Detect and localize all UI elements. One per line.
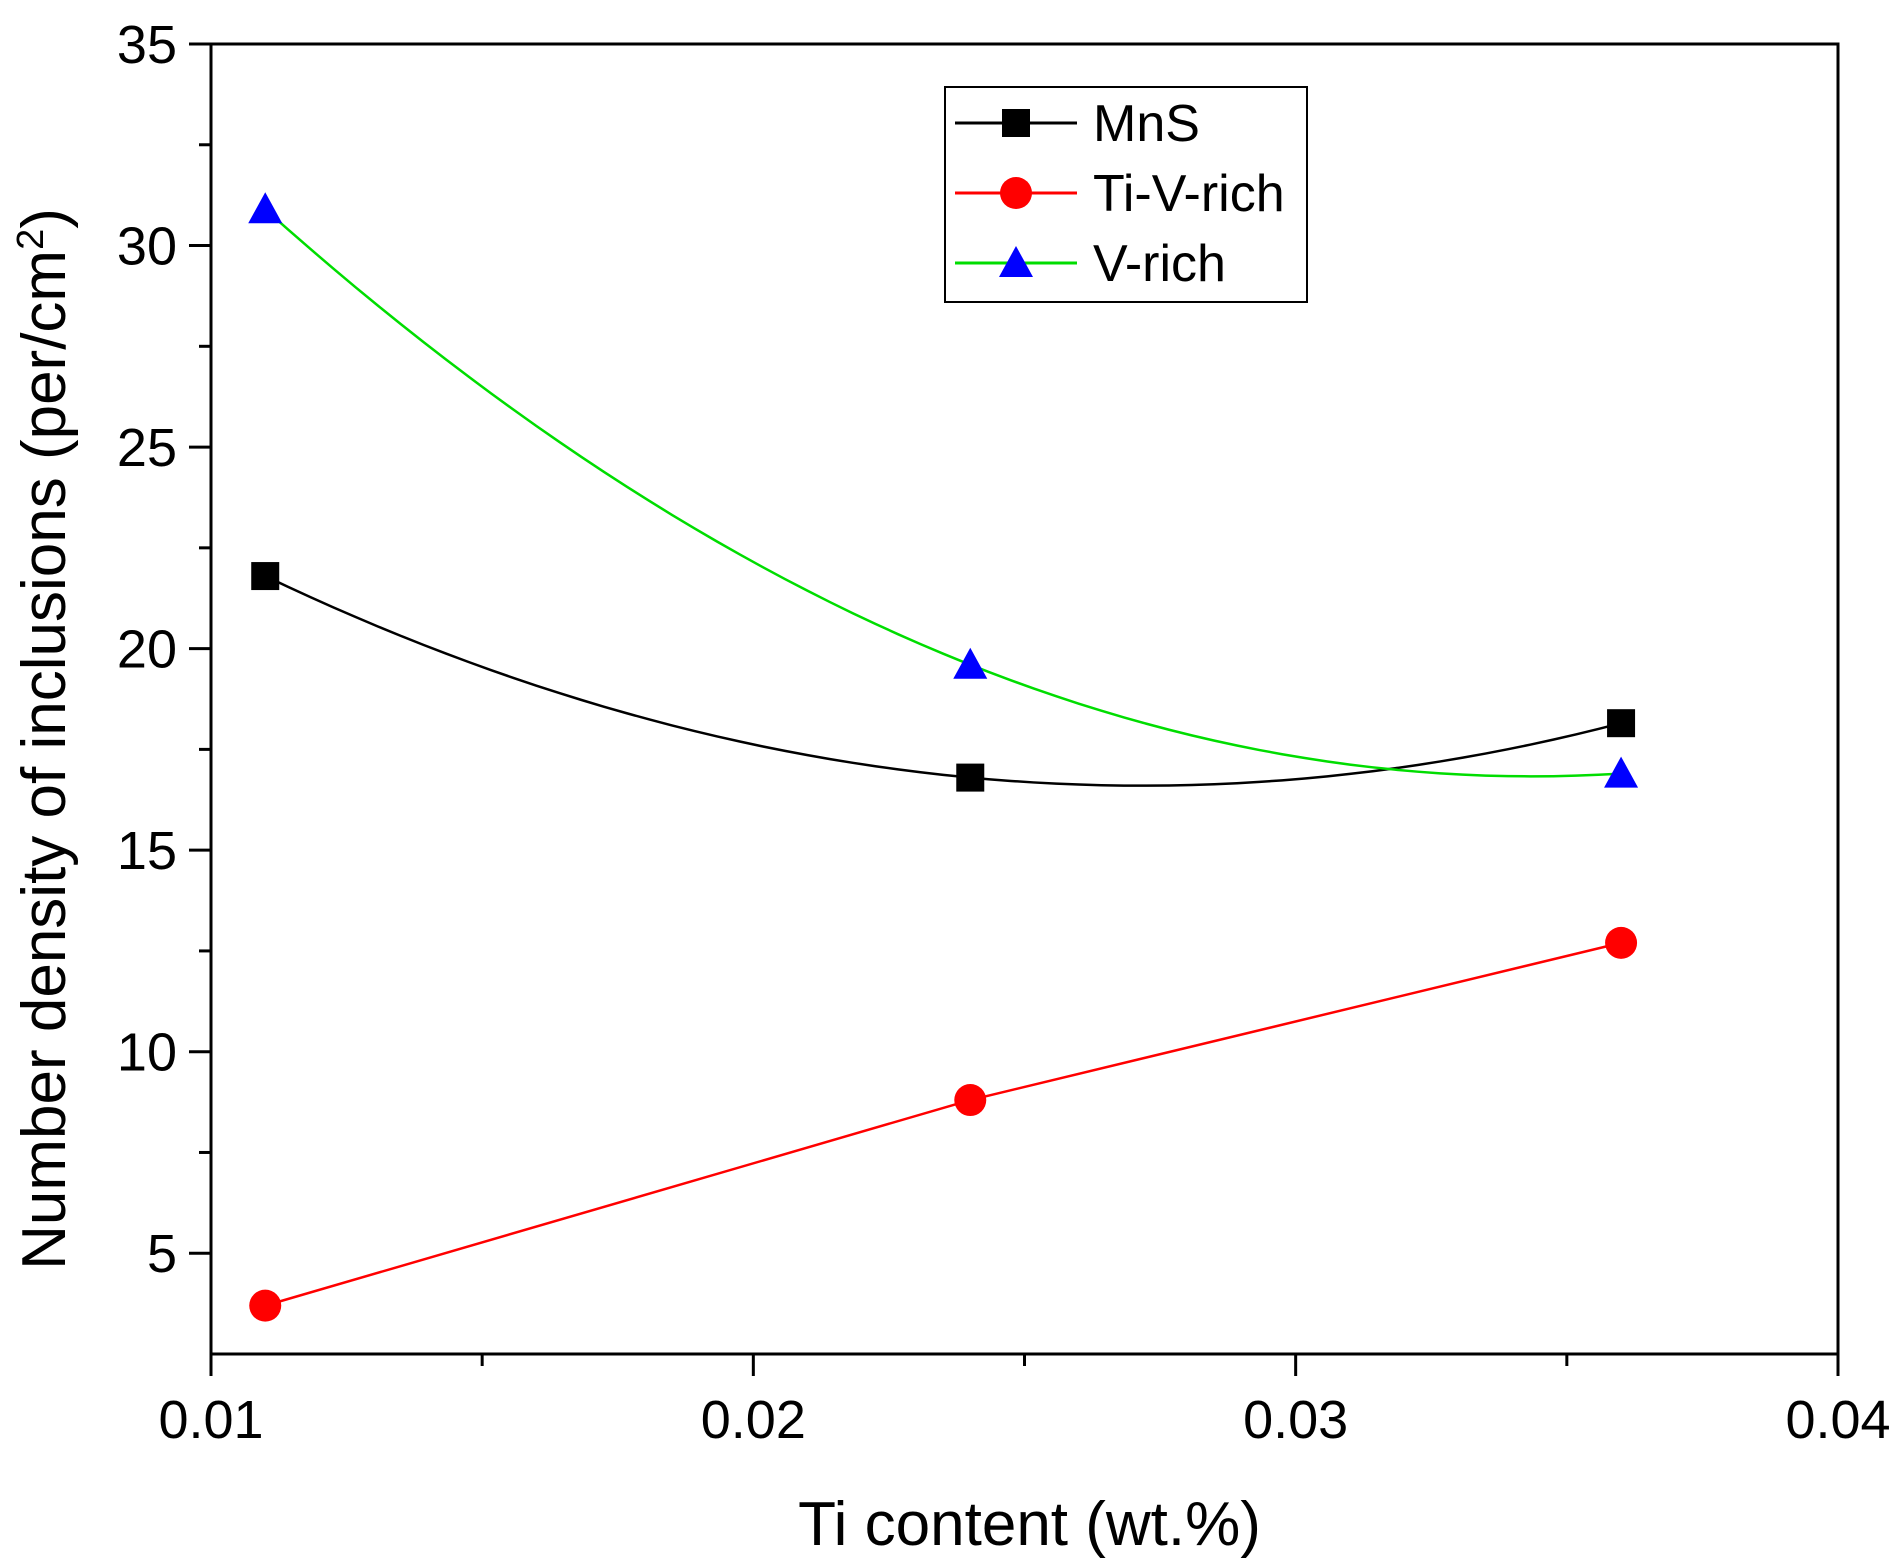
legend-marker-mns	[1002, 109, 1030, 137]
y-axis-title-text: Number density of inclusions (per/cm	[10, 250, 79, 1270]
x-tick-label: 0.01	[158, 1390, 263, 1450]
series-markers	[248, 192, 1639, 1322]
x-tick-label: 0.04	[1785, 1390, 1890, 1450]
data-point-v-rich	[248, 192, 283, 224]
data-point-ti-v-rich	[954, 1084, 987, 1117]
y-tick-label: 10	[117, 1023, 177, 1083]
legend-label-mns: MnS	[1093, 95, 1200, 153]
legend-label-ti-v-rich: Ti-V-rich	[1093, 165, 1285, 223]
y-axis-title-suffix: )	[10, 208, 79, 229]
legend: MnS Ti-V-rich V-rich	[944, 86, 1308, 303]
y-tick-label: 25	[117, 418, 177, 478]
x-axis-title: Ti content (wt.%)	[798, 1490, 1261, 1559]
data-point-mns	[956, 763, 985, 792]
x-tick-label: 0.02	[701, 1390, 806, 1450]
legend-label-v-rich: V-rich	[1093, 235, 1226, 293]
y-tick-label: 20	[117, 620, 177, 680]
data-point-mns	[251, 562, 280, 591]
y-tick-label: 5	[147, 1224, 177, 1284]
y-axis-ticks: 5 10 15 20 25 30 35	[117, 15, 211, 1284]
series-line-v-rich	[264, 208, 1622, 778]
x-axis-ticks: 0.01 0.02 0.03 0.04	[158, 1354, 1891, 1450]
data-point-v-rich	[1604, 756, 1639, 788]
series-line-mns	[264, 574, 1622, 787]
y-tick-label: 15	[117, 821, 177, 881]
x-tick-label: 0.03	[1243, 1390, 1348, 1450]
data-point-ti-v-rich	[1605, 926, 1638, 959]
y-axis-title: Number density of inclusions (per/cm2)	[10, 208, 79, 1270]
data-point-ti-v-rich	[249, 1289, 282, 1322]
y-tick-label: 35	[117, 15, 177, 75]
legend-marker-ti-v-rich	[1000, 177, 1032, 209]
data-point-v-rich	[953, 647, 988, 679]
data-point-mns	[1607, 709, 1636, 738]
y-tick-label: 30	[117, 217, 177, 277]
legend-marker-v-rich	[999, 246, 1033, 277]
y-axis-title-superscript: 2	[10, 229, 52, 250]
